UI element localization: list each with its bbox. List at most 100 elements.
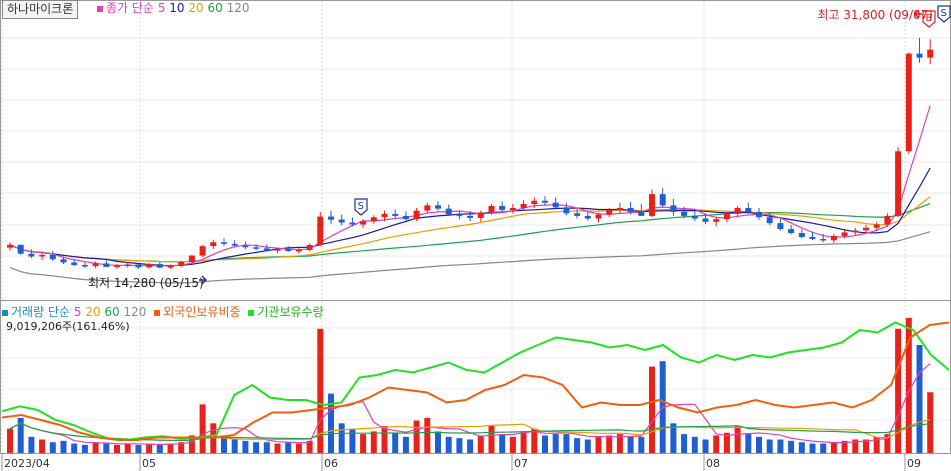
candle [895,151,902,216]
volume-bar [435,431,441,453]
candle [295,249,302,252]
candle [349,222,356,225]
volume-bar [713,435,720,453]
volume-bar [574,438,581,453]
candle [360,221,367,225]
stock-name-box[interactable]: 하나마이크론 [2,0,79,19]
volume-bar [691,436,698,453]
volume-bar [638,436,645,453]
candle [638,211,645,216]
volume-bar [916,345,923,453]
volume-bar [563,434,570,453]
candle [253,247,260,249]
candle [563,207,570,214]
candle [734,207,741,214]
volume-bar [745,434,752,453]
candle [274,249,281,251]
candle [210,242,217,247]
low-price-annotation: 최저 14,280 (05/15) [88,276,204,290]
volume-bar [81,444,88,453]
volume-bar [135,444,142,453]
candle [606,209,613,215]
candle [723,213,730,220]
candle [28,253,35,257]
candle [7,244,13,248]
volume-bar [520,431,527,453]
volume-bar [242,440,249,453]
volume-ma-label: 거래량 단순 [11,305,71,319]
volume-bar [424,417,431,453]
inst-holding-label: 기관보유수량 [257,305,324,319]
volume-bar [328,393,334,453]
volume-bar [820,443,827,453]
volume-bar [863,439,869,453]
volume-bar [231,439,238,453]
volume-bar [852,439,859,453]
candle [820,238,827,241]
candle [830,235,837,241]
volume-bar [702,439,709,453]
volume-bar [253,442,260,453]
ma120-label: 120 [226,1,250,15]
volume-bar [360,434,367,453]
volume-bar [28,436,35,453]
volume-bar [723,432,730,453]
candle [788,229,795,234]
volume-bar [777,439,784,453]
volume-bar [595,436,602,453]
candle [542,200,548,203]
vol-ma60-line [9,422,931,442]
candle [905,53,912,152]
volume-bar [734,426,741,453]
candle [370,217,377,222]
volume-bar [295,443,302,453]
candle [927,49,934,58]
candle [199,246,206,256]
volume-bar [167,443,174,453]
candle [135,264,142,268]
volume-bar [884,434,891,453]
volume-bar [830,442,837,453]
volume-bar [467,439,474,453]
volume-bar [114,444,120,453]
signal-s-marker-text: S [941,8,947,19]
volume-bar [306,440,313,453]
signal-s-marker [937,5,951,23]
candle [188,255,195,262]
volume-bar [488,426,495,453]
volume-bar [627,436,634,453]
volume-bar [649,366,655,453]
volume-bar [317,328,324,453]
candle [49,254,56,260]
signal-b-marker [922,10,936,28]
ma10-label: 10 [169,1,185,15]
volume-bar [542,435,548,453]
candle [873,224,880,228]
candle [756,211,762,218]
candle [863,227,869,231]
candle [381,213,388,218]
signal-s-marker [354,198,368,216]
candle [681,211,688,216]
candle [39,254,46,257]
vol-ma5-label: 5 [73,305,82,319]
candle [520,204,527,208]
volume-bar [221,435,227,453]
candle [338,219,345,223]
x-axis-tick-label: 06 [324,457,338,470]
candle [103,263,110,267]
candle [616,207,623,210]
candle [766,217,773,224]
ma120-line [9,231,931,284]
candle [659,194,666,206]
candle [777,223,784,230]
volume-bar [756,436,762,453]
volume-bar [156,444,163,453]
candle [231,243,238,246]
candle [670,205,677,212]
volume-bar [509,436,516,453]
volume-bar [92,442,99,453]
candle [477,212,484,218]
ma20-line [9,196,931,263]
